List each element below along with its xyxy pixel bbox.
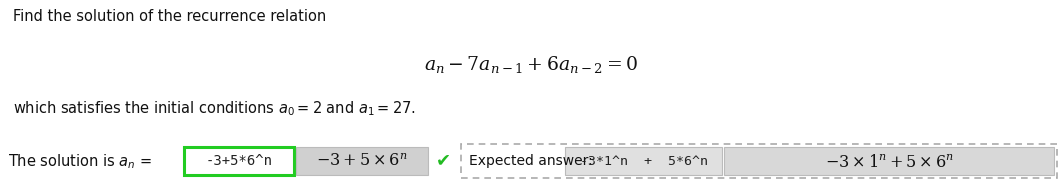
Text: Expected answer:: Expected answer: <box>469 154 593 168</box>
Text: ✔: ✔ <box>436 151 451 169</box>
Text: -3*1^n  +  5*6^n: -3*1^n + 5*6^n <box>579 155 708 168</box>
FancyBboxPatch shape <box>184 147 294 175</box>
FancyBboxPatch shape <box>461 144 1057 178</box>
Text: $-3 \times 1^n + 5 \times 6^n$: $-3 \times 1^n + 5 \times 6^n$ <box>825 153 954 170</box>
Text: $-3 + 5 \times 6^n$: $-3 + 5 \times 6^n$ <box>317 153 408 169</box>
Text: Find the solution of the recurrence relation: Find the solution of the recurrence rela… <box>13 9 326 24</box>
Text: The solution is $a_n$ =: The solution is $a_n$ = <box>9 152 152 170</box>
Text: $a_n - 7a_{n-1} + 6a_{n-2} = 0$: $a_n - 7a_{n-1} + 6a_{n-2} = 0$ <box>424 54 639 75</box>
FancyBboxPatch shape <box>296 147 428 175</box>
Text: -3+5*6^n: -3+5*6^n <box>205 154 272 168</box>
Text: which satisfies the initial conditions $a_0 = 2$ and $a_1 = 27$.: which satisfies the initial conditions $… <box>13 99 416 118</box>
FancyBboxPatch shape <box>566 147 722 175</box>
FancyBboxPatch shape <box>724 147 1054 175</box>
